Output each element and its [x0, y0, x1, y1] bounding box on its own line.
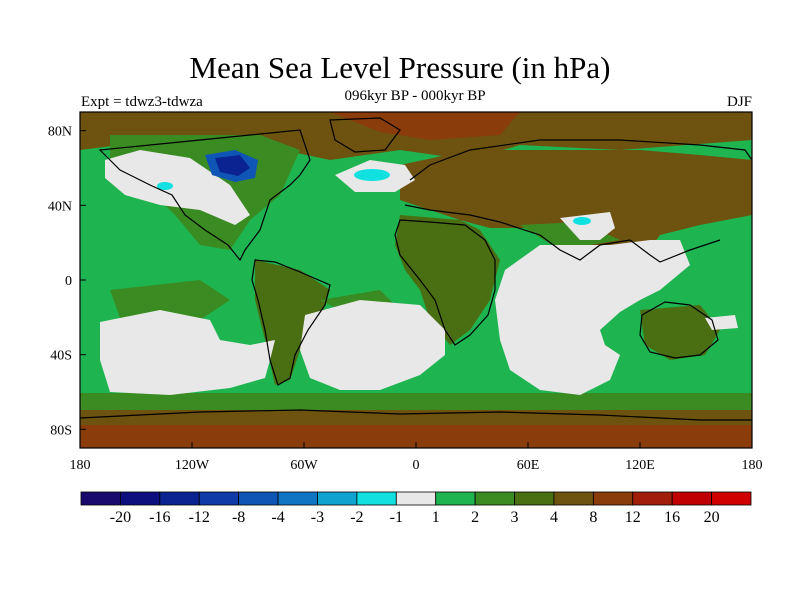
colorbar-label: 20 [704, 509, 720, 526]
grey-region-south-atlantic [300, 300, 445, 390]
south-america-field [255, 260, 330, 385]
colorbar-label: -12 [189, 509, 210, 526]
map-title: Mean Sea Level Pressure (in hPa) [189, 50, 611, 85]
colorbar-swatch [395, 491, 437, 506]
antarctic-edge [80, 425, 752, 448]
lon-tick-label: 0 [413, 458, 420, 473]
colorbar-label: 12 [625, 509, 641, 526]
colorbar-label: -4 [271, 509, 284, 526]
lon-tick-label: 180 [742, 458, 763, 473]
colorbar-swatch [553, 491, 594, 506]
eurasia-field [400, 150, 752, 275]
colorbar-swatch [277, 491, 318, 506]
south-america-coast [251, 259, 331, 386]
colorbar-label: -3 [311, 509, 324, 526]
season-label: DJF [726, 94, 752, 110]
map-field [80, 112, 752, 448]
colorbar-swatch [159, 491, 200, 506]
map-subtitle: 096kyr BP - 000kyr BP [344, 88, 486, 104]
colorbar-swatch [120, 491, 161, 506]
colorbar: -20 -16 -12 -8 -4 -3 -2 -1 1 2 3 4 8 12 16 20 [80, 491, 752, 526]
colorbar-swatch [238, 491, 279, 506]
colorbar-label: -8 [232, 509, 245, 526]
eurasia-south-coast [404, 204, 721, 263]
experiment-label: Expt = tdwz3-tdwza [81, 94, 203, 110]
colorbar-swatch [80, 491, 121, 506]
lon-tick-label: 60E [517, 458, 540, 473]
colorbar-swatch [514, 491, 555, 506]
colorbar-label: 4 [550, 509, 558, 526]
africa-field [395, 215, 500, 345]
colorbar-swatch [198, 491, 240, 506]
arctic-high [330, 112, 520, 140]
colorbar-label: -16 [149, 509, 170, 526]
colorbar-label: 1 [432, 509, 440, 526]
greenland-coast [329, 117, 401, 153]
coastlines [79, 117, 753, 421]
colorbar-label: -20 [110, 509, 131, 526]
colorbar-swatch [671, 491, 712, 506]
navy-anomaly [215, 155, 250, 176]
grey-region-south-pacific [100, 310, 275, 395]
colorbar-label: 16 [664, 509, 680, 526]
antarctica-coast [79, 409, 752, 421]
lon-axis: 180 120W 60W 0 60E 120E 180 [70, 442, 763, 473]
colorbar-swatch [632, 491, 673, 506]
lat-tick-label: 0 [65, 274, 72, 289]
dark-green-patch [110, 280, 230, 320]
lon-tick-label: 60W [290, 458, 318, 473]
colorbar-swatch [435, 491, 476, 506]
colorbar-swatch [317, 491, 358, 506]
colorbar-label: 8 [589, 509, 597, 526]
lat-tick-label: 40N [48, 199, 72, 214]
lat-axis: 80N 40N 0 40S 80S [48, 125, 86, 438]
grey-region-indian-ocean [495, 240, 690, 395]
cyan-patch [354, 169, 390, 181]
grey-region-npacific [105, 150, 250, 225]
australia-coast [639, 301, 719, 359]
north-america-coast [98, 129, 311, 262]
colorbar-swatch [356, 491, 397, 506]
colorbar-label: 3 [511, 509, 519, 526]
grey-region-india [560, 212, 615, 240]
lat-tick-label: 80N [48, 125, 72, 140]
cyan-patch [573, 217, 591, 225]
lon-tick-label: 180 [70, 458, 91, 473]
eurasia-north-coast [409, 139, 753, 181]
australia-field [640, 305, 720, 360]
colorbar-label: -2 [350, 509, 363, 526]
lon-tick-label: 120W [175, 458, 210, 473]
colorbar-label: 2 [471, 509, 479, 526]
colorbar-swatch [711, 491, 752, 506]
africa-coast [394, 219, 496, 346]
colorbar-swatch [474, 491, 515, 506]
colorbar-label: -1 [390, 509, 403, 526]
cyan-patch [157, 182, 173, 190]
lat-tick-label: 40S [50, 349, 72, 364]
lon-tick-label: 120E [625, 458, 655, 473]
colorbar-swatch [592, 491, 634, 506]
lat-tick-label: 80S [50, 423, 72, 438]
